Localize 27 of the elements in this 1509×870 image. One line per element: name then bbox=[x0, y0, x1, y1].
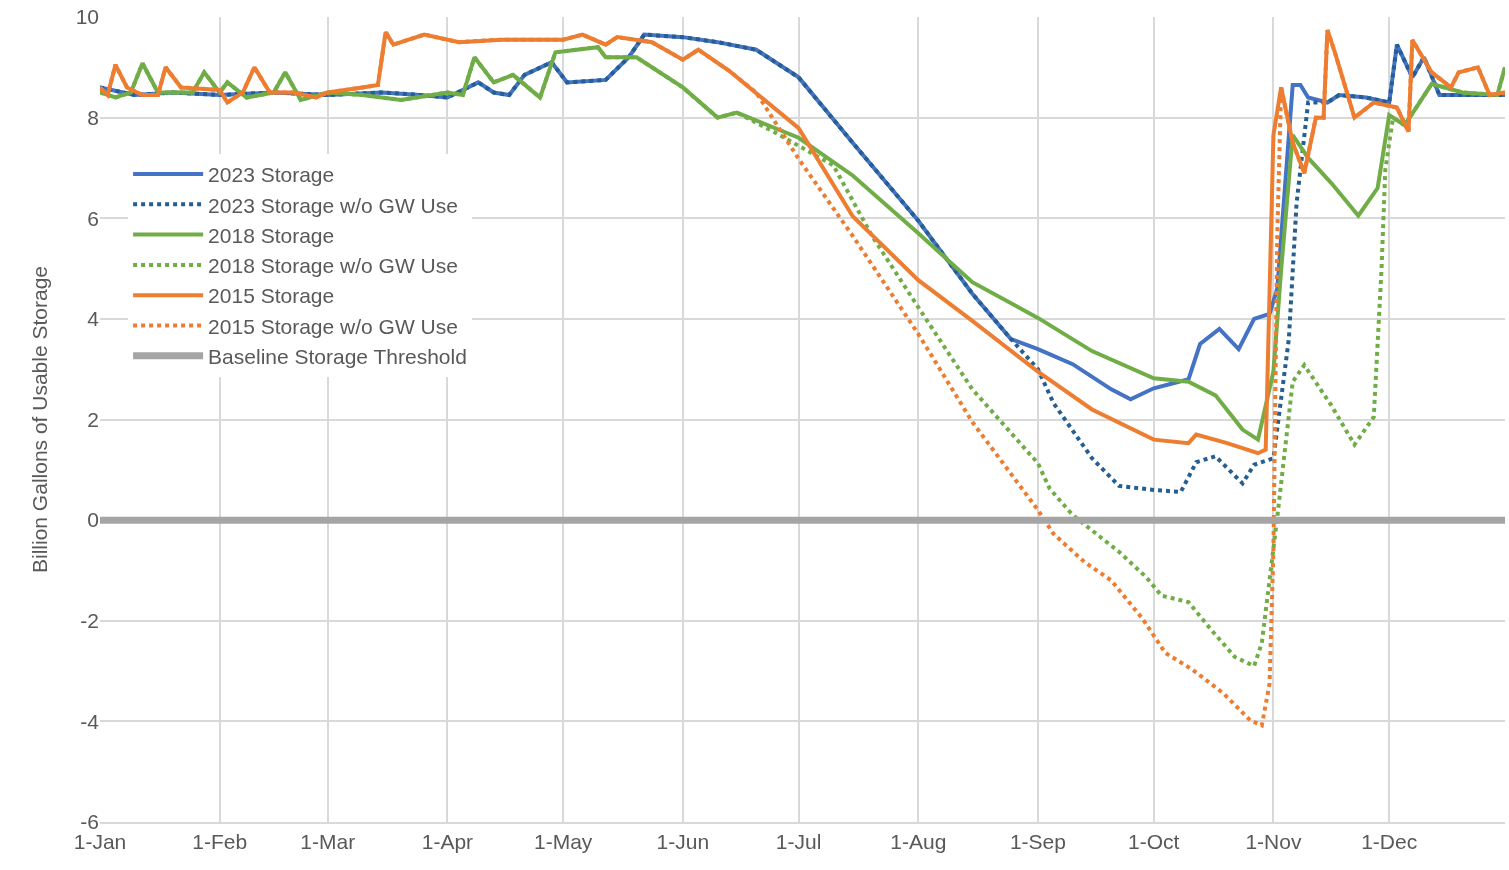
y-tick-label: 8 bbox=[87, 105, 99, 129]
legend-label: 2018 Storage bbox=[208, 223, 335, 247]
x-tick-label: 1-Oct bbox=[1128, 830, 1180, 854]
y-tick-label: 6 bbox=[87, 206, 99, 230]
x-tick-label: 1-Apr bbox=[421, 830, 474, 854]
x-tick-label: 1-Aug bbox=[890, 830, 947, 854]
x-tick-label: 1-Feb bbox=[192, 830, 248, 854]
x-tick-label: 1-Jul bbox=[775, 830, 822, 854]
legend-label: 2015 Storage w/o GW Use bbox=[208, 314, 458, 338]
y-axis-title: Billion Gallons of Usable Storage bbox=[27, 265, 51, 574]
y-tick-label: 2 bbox=[87, 407, 99, 431]
x-tick-label: 1-May bbox=[534, 830, 593, 854]
x-tick-label: 1-Mar bbox=[300, 830, 356, 854]
legend-label: 2023 Storage bbox=[208, 163, 335, 187]
legend-label: 2023 Storage w/o GW Use bbox=[208, 193, 458, 217]
y-tick-label: 4 bbox=[87, 307, 100, 331]
legend-label: Baseline Storage Threshold bbox=[208, 344, 467, 368]
y-tick-label: 0 bbox=[87, 508, 99, 532]
x-tick-label: 1-Jun bbox=[656, 830, 710, 854]
x-tick-label: 1-Dec bbox=[1361, 830, 1418, 854]
legend-label: 2018 Storage w/o GW Use bbox=[208, 254, 458, 278]
x-tick-label: 1-Nov bbox=[1245, 830, 1302, 854]
y-tick-label: -4 bbox=[80, 709, 100, 733]
x-tick-label: 1-Sep bbox=[1009, 830, 1066, 854]
y-tick-label: -2 bbox=[80, 609, 99, 633]
y-tick-label: 10 bbox=[75, 5, 99, 29]
legend-label: 2015 Storage bbox=[208, 284, 335, 308]
